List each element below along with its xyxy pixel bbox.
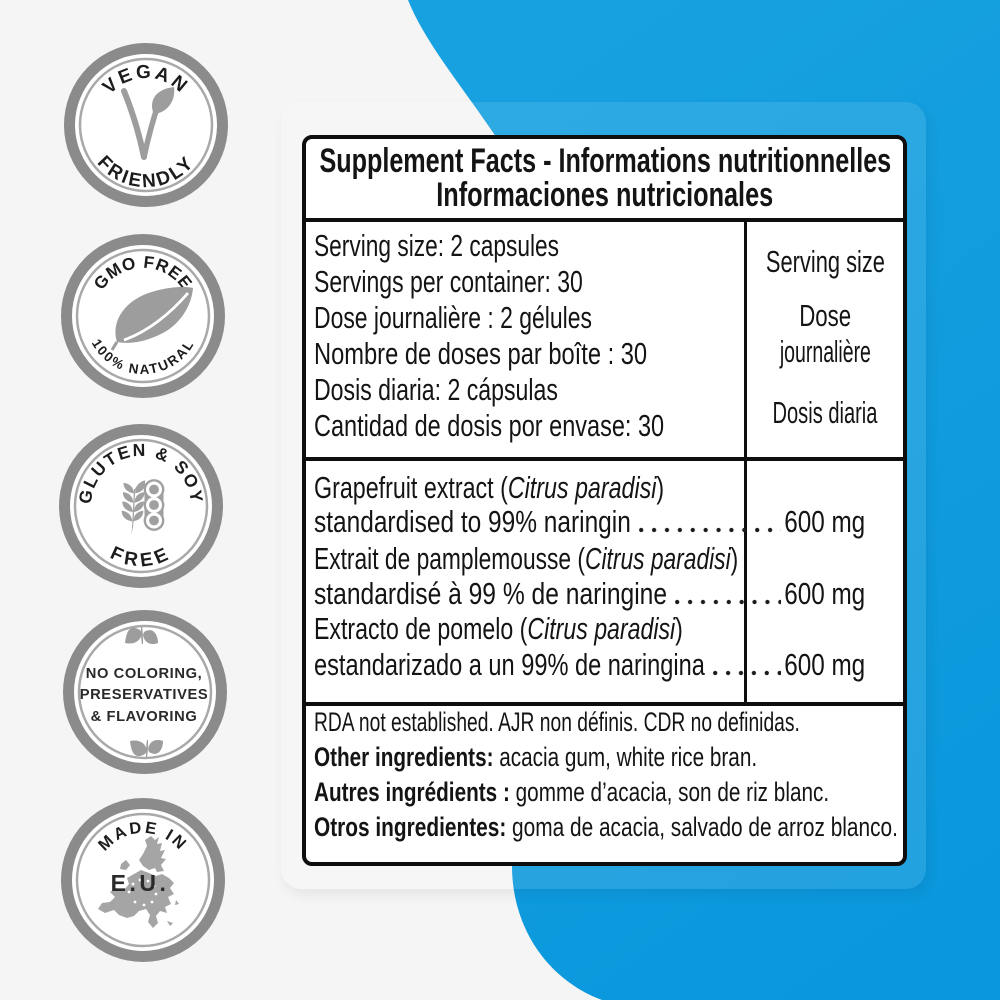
svg-text:& FLAVORING: & FLAVORING: [91, 709, 198, 725]
svg-text:NO COLORING,: NO COLORING,: [86, 666, 203, 682]
svg-text:PRESERVATIVES: PRESERVATIVES: [80, 687, 209, 703]
svg-text:E.U.: E.U.: [111, 870, 170, 896]
